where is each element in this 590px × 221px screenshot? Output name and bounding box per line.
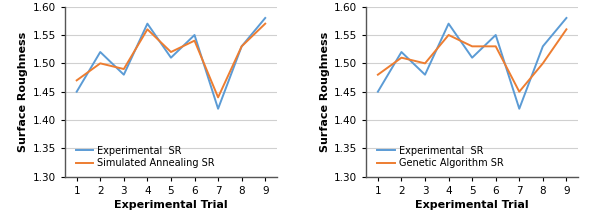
Genetic Algorithm SR [468,45,476,48]
Experimental  SR [563,17,570,19]
Experimental  SR [120,73,127,76]
Experimental  SR [97,51,104,53]
Genetic Algorithm SR [374,73,381,76]
Genetic Algorithm SR [421,62,428,65]
Simulated Annealing SR [97,62,104,65]
Experimental  SR [262,17,269,19]
Genetic Algorithm SR [563,28,570,31]
Line: Experimental  SR: Experimental SR [378,18,566,109]
Genetic Algorithm SR [492,45,499,48]
Simulated Annealing SR [262,22,269,25]
Experimental  SR [144,22,151,25]
Experimental  SR [445,22,452,25]
Experimental  SR [398,51,405,53]
Simulated Annealing SR [168,51,175,53]
Y-axis label: Surface Roughness: Surface Roughness [320,32,330,152]
Genetic Algorithm SR [516,90,523,93]
Experimental  SR [73,90,80,93]
Experimental  SR [468,56,476,59]
Simulated Annealing SR [120,68,127,70]
Experimental  SR [421,73,428,76]
Experimental  SR [374,90,381,93]
Experimental  SR [168,56,175,59]
Line: Genetic Algorithm SR: Genetic Algorithm SR [378,29,566,92]
Y-axis label: Surface Roughness: Surface Roughness [18,32,28,152]
Simulated Annealing SR [191,39,198,42]
X-axis label: Experimental Trial: Experimental Trial [114,200,228,210]
Experimental  SR [516,107,523,110]
Legend: Experimental  SR, Simulated Annealing SR: Experimental SR, Simulated Annealing SR [74,144,217,170]
Simulated Annealing SR [238,45,245,48]
Simulated Annealing SR [144,28,151,31]
Simulated Annealing SR [215,96,222,99]
Experimental  SR [238,45,245,48]
Genetic Algorithm SR [445,34,452,36]
Simulated Annealing SR [73,79,80,82]
Genetic Algorithm SR [398,56,405,59]
Experimental  SR [191,34,198,36]
Genetic Algorithm SR [539,62,546,65]
Experimental  SR [215,107,222,110]
Legend: Experimental  SR, Genetic Algorithm SR: Experimental SR, Genetic Algorithm SR [375,144,505,170]
Experimental  SR [539,45,546,48]
Experimental  SR [492,34,499,36]
X-axis label: Experimental Trial: Experimental Trial [415,200,529,210]
Line: Simulated Annealing SR: Simulated Annealing SR [77,24,266,97]
Line: Experimental  SR: Experimental SR [77,18,266,109]
